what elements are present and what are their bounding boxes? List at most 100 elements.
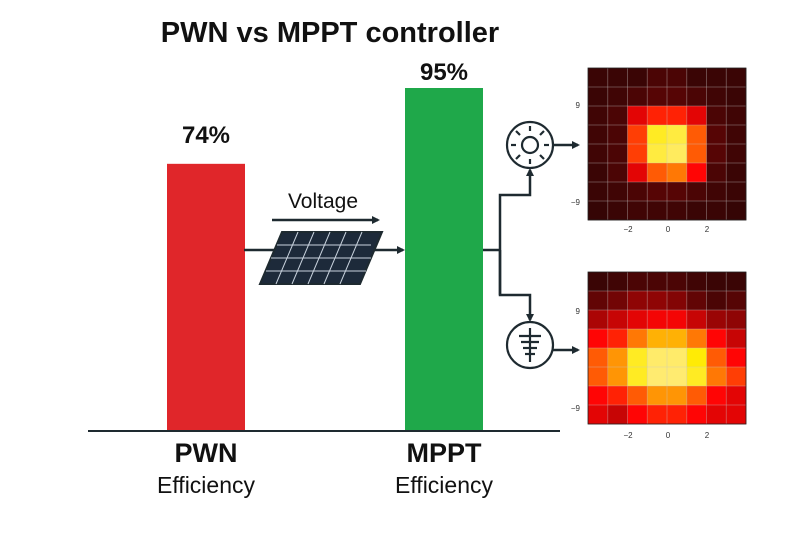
heatmap-cell — [726, 201, 747, 221]
heatmap-cell — [588, 182, 609, 202]
heatmap2-xtick: 0 — [666, 431, 671, 440]
heatmap-cell — [726, 125, 747, 145]
heatmap-cell — [627, 367, 648, 387]
heatmap-cell — [647, 87, 668, 107]
heatmap-cell — [588, 272, 609, 292]
heatmap-cell — [706, 405, 727, 425]
heatmap-cell — [588, 106, 609, 126]
heatmap-cell — [588, 125, 609, 145]
heatmap-cell — [588, 87, 609, 107]
heatmap-cell — [647, 348, 668, 368]
heatmap-cell — [647, 367, 668, 387]
heatmap-cell — [726, 68, 747, 88]
heatmap-cell — [627, 201, 648, 221]
heatmap-cell — [706, 310, 727, 330]
heatmap-cell — [667, 87, 688, 107]
heatmap-cell — [667, 272, 688, 292]
battery-ground-icon — [505, 320, 555, 370]
heatmap-cell — [686, 386, 707, 406]
heatmap-cell — [588, 163, 609, 183]
bar-pwn — [167, 163, 245, 432]
heatmap-cell — [607, 386, 628, 406]
category-label-mppt: MPPT — [406, 438, 482, 468]
heatmap-cell — [726, 163, 747, 183]
chart-title: PWN vs MPPT controller — [161, 17, 499, 49]
heatmap-cell — [686, 106, 707, 126]
heatmap-cell — [667, 405, 688, 425]
heatmap-cell — [706, 272, 727, 292]
heatmap-cell — [588, 386, 609, 406]
heatmap-cell — [706, 68, 727, 88]
heatmap-cell — [706, 291, 727, 311]
heatmap-cell — [607, 182, 628, 202]
heatmap-cell — [607, 68, 628, 88]
heatmap-cell — [726, 348, 747, 368]
heatmap-cell — [686, 144, 707, 164]
heatmap-cell — [667, 348, 688, 368]
heatmap-cell — [726, 144, 747, 164]
category-label-pwn: PWN — [175, 438, 238, 468]
heatmap2-xtick: 2 — [705, 431, 710, 440]
branch-connectors — [483, 141, 580, 354]
heatmap-cell — [647, 163, 668, 183]
heatmap1-xtick: −2 — [623, 225, 633, 234]
heatmap-1 — [587, 67, 747, 221]
heatmap-cell — [607, 144, 628, 164]
heatmap-cell — [588, 144, 609, 164]
heatmap-cell — [607, 348, 628, 368]
heatmap-cell — [667, 163, 688, 183]
heatmap-cell — [588, 310, 609, 330]
heatmap-cell — [627, 291, 648, 311]
heatmap-cell — [726, 386, 747, 406]
heatmap-cell — [686, 348, 707, 368]
heatmap-cell — [686, 329, 707, 349]
heatmap-cell — [706, 144, 727, 164]
heatmap-cell — [726, 272, 747, 292]
heatmap-cell — [647, 125, 668, 145]
heatmap-cell — [686, 272, 707, 292]
heatmap-2 — [587, 271, 747, 425]
heatmap-cell — [667, 125, 688, 145]
heatmap-cell — [607, 272, 628, 292]
heatmap-cell — [686, 182, 707, 202]
heatmap-cell — [588, 291, 609, 311]
bar-mppt — [405, 88, 483, 431]
data-label-pwn: 74% — [182, 122, 230, 149]
heatmap-cell — [667, 329, 688, 349]
heatmap-cell — [627, 144, 648, 164]
heatmap-cell — [647, 386, 668, 406]
heatmap-cell — [607, 291, 628, 311]
heatmap-cell — [647, 310, 668, 330]
heatmap-cell — [627, 163, 648, 183]
heatmap-cell — [706, 182, 727, 202]
heatmap-cell — [627, 310, 648, 330]
heatmap-cell — [647, 144, 668, 164]
heatmap2-xtick: −2 — [623, 431, 633, 440]
heatmap-cell — [647, 201, 668, 221]
heatmap-cell — [706, 163, 727, 183]
heatmap-cell — [607, 163, 628, 183]
heatmap-cell — [686, 125, 707, 145]
heatmap-cell — [667, 310, 688, 330]
heatmap-cell — [667, 144, 688, 164]
heatmap-cell — [667, 106, 688, 126]
heatmap-frame — [587, 271, 747, 425]
heatmap-cell — [588, 201, 609, 221]
heatmap-cell — [686, 310, 707, 330]
heatmap-cell — [667, 182, 688, 202]
heatmap-cell — [726, 367, 747, 387]
heatmap-cell — [647, 106, 668, 126]
heatmap-cell — [627, 348, 648, 368]
heatmap1-xtick: 2 — [705, 225, 710, 234]
heatmap-cell — [706, 386, 727, 406]
heatmap-cell — [627, 272, 648, 292]
heatmap-cell — [726, 87, 747, 107]
heatmap-cell — [607, 125, 628, 145]
heatmap-cell — [686, 201, 707, 221]
heatmap-cell — [607, 405, 628, 425]
heatmap-cell — [588, 348, 609, 368]
heatmap-frame — [587, 67, 747, 221]
heatmap-cell — [647, 291, 668, 311]
